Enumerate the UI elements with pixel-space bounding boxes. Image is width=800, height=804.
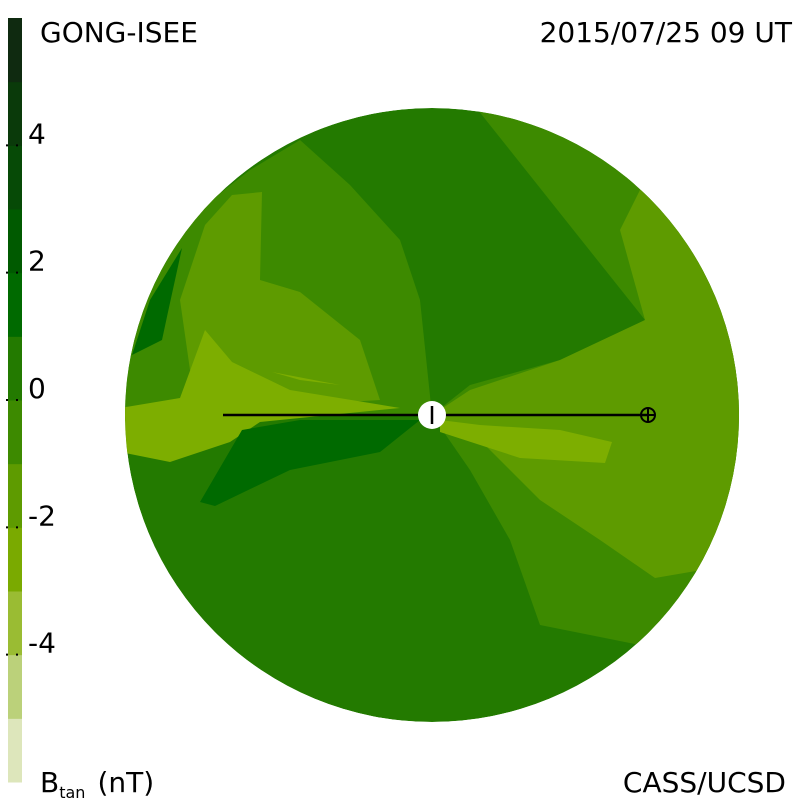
colorbar-tick-label: -4 — [28, 627, 56, 660]
colorbar-tick-label: 4 — [28, 117, 46, 150]
colorbar-band — [8, 145, 22, 210]
colorbar-band — [8, 463, 22, 528]
source-label: GONG-ISEE — [40, 16, 198, 49]
timestamp: 2015/07/25 09 UT — [540, 16, 793, 49]
colorbar-band — [8, 591, 22, 656]
colorbar-band — [8, 336, 22, 401]
region — [272, 372, 340, 385]
colorbar-band — [8, 654, 22, 719]
colorbar-band — [8, 81, 22, 146]
quantity-label: Btan (nT) — [40, 766, 154, 800]
region — [200, 420, 420, 506]
region — [440, 420, 612, 463]
region — [432, 190, 739, 578]
quantity-subscript: tan — [59, 783, 85, 800]
colorbar-band — [8, 527, 22, 592]
credit: CASS/UCSD — [623, 766, 786, 799]
region — [125, 330, 400, 462]
region — [132, 248, 182, 355]
region — [180, 192, 380, 405]
unit: (nT) — [97, 766, 154, 799]
colorbar-tick-label: -2 — [28, 499, 56, 532]
colorbar-band — [8, 400, 22, 465]
colorbar-band — [8, 209, 22, 274]
colorbar-band — [8, 18, 22, 83]
colorbar: 4 2 0 -2 -4 — [6, 18, 56, 783]
colorbar-band — [8, 718, 22, 783]
colorbar-band — [8, 272, 22, 337]
quantity: B — [40, 766, 59, 799]
colorbar-tick-label: 2 — [28, 245, 46, 278]
colorbar-tick-label: 0 — [28, 372, 46, 405]
